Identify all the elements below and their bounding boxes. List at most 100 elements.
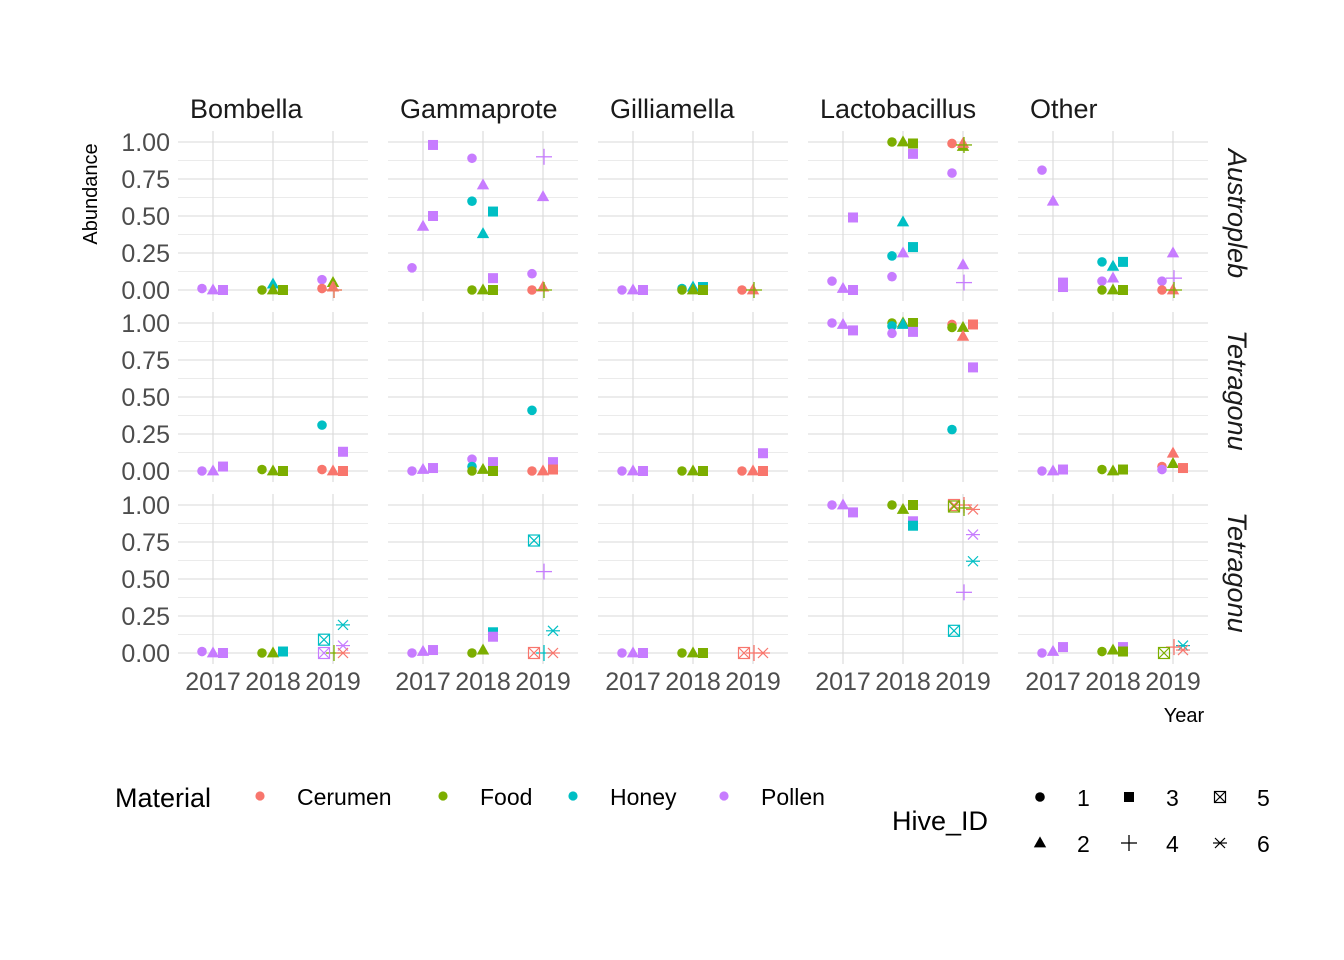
data-point bbox=[947, 624, 961, 637]
data-point bbox=[1058, 282, 1068, 293]
facet-column-label: Lactobacillus bbox=[820, 94, 976, 124]
material-legend-item: Honey bbox=[568, 784, 677, 810]
panel-points-1-0 bbox=[197, 420, 348, 476]
data-point bbox=[1157, 276, 1167, 286]
facet-strips: Bombella Gammaprote Gilliamella Lactobacill… bbox=[190, 94, 1252, 633]
legend-shape bbox=[1035, 792, 1045, 802]
legend-label: 1 bbox=[1077, 785, 1090, 811]
data-point bbox=[416, 219, 430, 231]
y-tick-label: 0.50 bbox=[121, 566, 170, 594]
x-axis-title: Year bbox=[1164, 705, 1205, 727]
panel-points-2-2 bbox=[617, 645, 770, 661]
data-point bbox=[677, 648, 687, 658]
data-point bbox=[488, 457, 498, 468]
data-point bbox=[1106, 283, 1120, 295]
data-point bbox=[956, 320, 970, 332]
data-point bbox=[428, 139, 438, 150]
x-tick-label: 2018 bbox=[875, 668, 931, 696]
data-point bbox=[956, 136, 972, 153]
data-point bbox=[626, 283, 640, 295]
data-point bbox=[836, 498, 850, 510]
data-point bbox=[626, 646, 640, 658]
data-point bbox=[266, 277, 280, 289]
data-point bbox=[416, 462, 430, 474]
panel-points-2-1 bbox=[407, 534, 560, 661]
data-point bbox=[746, 464, 760, 476]
data-point bbox=[546, 625, 560, 637]
data-point bbox=[1106, 643, 1120, 655]
data-point bbox=[527, 405, 537, 416]
panel-grid-2-0 bbox=[178, 494, 368, 664]
data-point bbox=[908, 138, 918, 149]
legend-label: Food bbox=[480, 784, 532, 810]
data-point bbox=[257, 648, 267, 658]
data-point bbox=[908, 326, 918, 337]
data-point bbox=[947, 138, 957, 149]
data-point bbox=[536, 148, 552, 165]
data-point bbox=[1166, 282, 1182, 298]
data-point bbox=[488, 273, 498, 284]
data-point bbox=[827, 318, 837, 328]
data-point bbox=[467, 285, 477, 295]
data-point bbox=[527, 646, 541, 660]
data-point bbox=[206, 283, 220, 295]
y-tick-label: 0.50 bbox=[121, 203, 170, 231]
data-point bbox=[956, 329, 970, 341]
legend-shape bbox=[1033, 836, 1047, 848]
data-point bbox=[488, 285, 498, 295]
facet-row-label: Tetragonu bbox=[1222, 512, 1252, 633]
data-point bbox=[476, 462, 490, 474]
panel-points-1-4 bbox=[1037, 446, 1188, 476]
data-point bbox=[266, 646, 280, 658]
y-tick-label: 0.25 bbox=[121, 240, 170, 268]
legend-label: 6 bbox=[1257, 831, 1270, 857]
data-point bbox=[896, 317, 910, 329]
data-point bbox=[617, 648, 627, 658]
legend-label: Cerumen bbox=[297, 784, 392, 810]
data-point bbox=[908, 520, 918, 531]
x-tick-label: 2018 bbox=[1085, 668, 1141, 696]
data-point bbox=[1097, 276, 1107, 286]
x-tick-label: 2019 bbox=[305, 668, 361, 696]
data-point bbox=[956, 274, 972, 291]
data-point bbox=[686, 464, 700, 476]
data-point bbox=[536, 464, 550, 476]
legend-label: 3 bbox=[1166, 785, 1179, 811]
data-point bbox=[1176, 644, 1190, 656]
data-point bbox=[206, 646, 220, 658]
data-point bbox=[317, 646, 331, 660]
data-point bbox=[467, 454, 477, 464]
data-point bbox=[746, 282, 762, 298]
hive-legend-item: 2 bbox=[1033, 831, 1090, 857]
data-point bbox=[218, 461, 228, 472]
panel-grid-2-4 bbox=[1018, 494, 1208, 664]
facet-column-label: Gammaprote bbox=[400, 94, 558, 124]
data-point bbox=[1157, 285, 1167, 295]
data-point bbox=[488, 466, 498, 476]
legend-swatch bbox=[438, 791, 448, 801]
x-tick-label: 2017 bbox=[815, 668, 871, 696]
data-point bbox=[956, 258, 970, 270]
data-point bbox=[896, 215, 910, 227]
data-point bbox=[626, 464, 640, 476]
data-point bbox=[1157, 646, 1171, 660]
data-point bbox=[848, 285, 858, 295]
x-tick-label: 2018 bbox=[665, 668, 721, 696]
data-point bbox=[317, 274, 327, 285]
data-point bbox=[947, 168, 957, 178]
data-point bbox=[887, 500, 897, 510]
data-point bbox=[1097, 464, 1107, 475]
data-point bbox=[278, 466, 288, 476]
hive-id-legend-title: Hive_ID bbox=[892, 806, 988, 836]
data-point bbox=[1106, 464, 1120, 476]
data-point bbox=[536, 563, 552, 580]
data-point bbox=[848, 325, 858, 336]
data-point bbox=[887, 321, 897, 331]
x-tick-label: 2018 bbox=[245, 668, 301, 696]
data-point bbox=[908, 148, 918, 159]
hive-legend-item: 1 bbox=[1035, 785, 1090, 811]
legend-shape bbox=[1213, 790, 1227, 804]
y-tick-label: 0.75 bbox=[121, 347, 170, 375]
facet-row-strip: Austropleb bbox=[1222, 147, 1252, 278]
